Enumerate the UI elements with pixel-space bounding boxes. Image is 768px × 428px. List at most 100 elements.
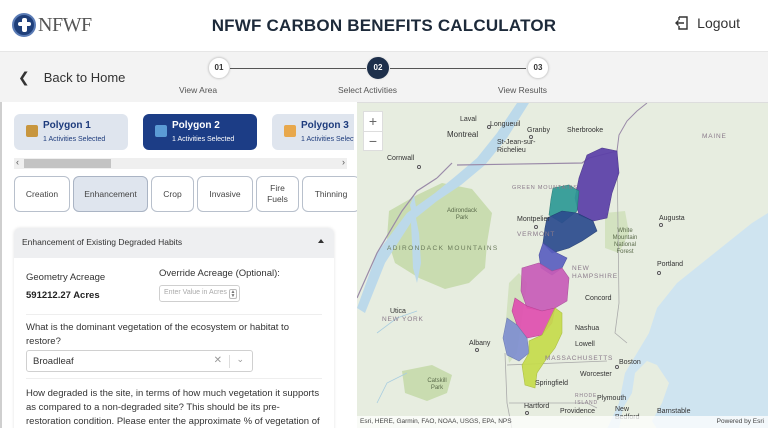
accordion-title: Enhancement of Existing Degraded Habits (22, 237, 183, 247)
back-label: Back to Home (43, 70, 126, 85)
step-connector (230, 68, 366, 69)
accordion-header[interactable]: Enhancement of Existing Degraded Habits (14, 228, 334, 258)
polygon-subtitle: 1 Activities Selected (43, 136, 106, 143)
map-label: ADIRONDACK MOUNTAINS (387, 245, 499, 252)
polygon-subtitle: 1 Activities Selected (301, 136, 354, 143)
map-label: Longueuil (490, 121, 521, 128)
map-label: Albany (469, 340, 491, 347)
caret-up-icon (318, 239, 324, 243)
chevron-down-icon[interactable]: ⌄ (236, 354, 244, 364)
map-label: Barnstable (657, 408, 691, 415)
map-label: Boston (619, 359, 641, 366)
polygon-color-swatch (26, 125, 38, 137)
map-label: Concord (585, 295, 612, 302)
vegetation-select[interactable]: Broadleaf ✕ ⌄ (26, 350, 253, 372)
select-separator (229, 355, 230, 368)
activity-tabs: Creation Enhancement Crop Invasive Fire … (14, 176, 357, 212)
polygon-card-2[interactable]: Polygon 2 1 Activities Selected (143, 114, 257, 150)
map-label: VERMONT (517, 231, 556, 238)
map-label: White Mountain National Forest (612, 228, 638, 255)
override-acreage-placeholder: Enter Value in Acres (164, 289, 227, 296)
geometry-acreage-value: 591212.27 Acres (26, 290, 100, 301)
map-label: Providence (560, 408, 596, 415)
map-label: Nashua (575, 325, 600, 332)
enhancement-accordion: Enhancement of Existing Degraded Habits … (14, 228, 334, 428)
nfwf-emblem-icon (12, 13, 36, 37)
divider (26, 378, 322, 379)
tab-crop[interactable]: Crop (151, 176, 194, 212)
map-label: GREEN MOUNTAINS (512, 185, 578, 191)
override-acreage-label: Override Acreage (Optional): (159, 268, 280, 279)
city-marker-icon (525, 411, 529, 415)
polygon-name: Polygon 3 (301, 120, 349, 131)
number-spinner-icon[interactable]: ▲ ▼ (229, 289, 237, 299)
map-label: NEW HAMPSHIRE (572, 265, 618, 280)
basemap (357, 103, 768, 428)
map-label: Portland (657, 261, 684, 268)
polygon-name: Polygon 1 (43, 120, 91, 131)
degradation-question: How degraded is the site, in terms of ho… (26, 388, 320, 427)
polygon-color-swatch (155, 125, 167, 137)
polygon-list: Polygon 1 1 Activities Selected Polygon … (14, 114, 354, 150)
map-label: Catskill Park (427, 378, 447, 391)
city-marker-icon (659, 223, 663, 227)
polygon-name: Polygon 2 (172, 120, 220, 131)
tab-thinning[interactable]: Thinning (302, 176, 357, 212)
logout-icon (675, 16, 688, 30)
nfwf-logo[interactable]: NFWF (12, 13, 92, 37)
step-label: Select Activities (338, 85, 398, 95)
attribution-text: Esri, HERE, Garmin, FAO, NOAA, USGS, EPA… (360, 418, 512, 425)
polygon-card-3[interactable]: Polygon 3 1 Activities Selected (272, 114, 354, 150)
map-label: Hartford (524, 403, 550, 410)
city-marker-icon (487, 125, 491, 129)
scrollbar-thumb[interactable] (24, 159, 111, 168)
tab-fire-fuels[interactable]: Fire Fuels (256, 176, 299, 212)
zoom-out-button[interactable]: − (368, 133, 378, 149)
logout-label: Logout (697, 15, 740, 31)
step-view-area[interactable]: 01 View Area (179, 57, 259, 95)
step-number: 03 (527, 57, 549, 79)
vegetation-selected-value: Broadleaf (33, 356, 74, 367)
map-label: Granby (527, 127, 550, 134)
divider (26, 314, 322, 315)
back-to-home-button[interactable]: ❮ Back to Home (18, 69, 125, 86)
map-label: Utica (390, 308, 406, 315)
step-number: 02 (367, 57, 389, 79)
override-acreage-input[interactable]: Enter Value in Acres ▲ ▼ (159, 285, 240, 302)
polygon-subtitle: 1 Activities Selected (172, 136, 235, 143)
geometry-acreage-label: Geometry Acreage (26, 272, 106, 283)
vegetation-question: What is the dominant vegetation of the e… (26, 322, 289, 347)
polygon-card-1[interactable]: Polygon 1 1 Activities Selected (14, 114, 128, 150)
step-view-results[interactable]: 03 View Results (498, 57, 578, 95)
step-navigation-bar: ❮ Back to Home 01 View Area 02 Select Ac… (0, 52, 768, 102)
map-view[interactable]: + − Laval Longueuil Montreal Granby Sher… (357, 102, 768, 428)
tab-enhancement[interactable]: Enhancement (73, 176, 148, 212)
powered-by-esri-link[interactable]: Powered by Esri (716, 418, 764, 425)
step-connector (390, 68, 526, 69)
step-label: View Results (498, 85, 547, 95)
zoom-in-button[interactable]: + (364, 112, 382, 132)
logout-button[interactable]: Logout (675, 15, 740, 31)
map-label: Lowell (575, 341, 595, 348)
city-marker-icon (417, 165, 421, 169)
chevron-left-icon: ❮ (18, 69, 30, 85)
city-marker-icon (475, 348, 479, 352)
polygon-list-scrollbar[interactable]: ‹ › (14, 157, 347, 169)
map-label: NEW YORK (382, 316, 424, 323)
clear-icon[interactable]: ✕ (213, 355, 222, 366)
scroll-left-icon[interactable]: ‹ (16, 157, 19, 167)
tab-creation[interactable]: Creation (14, 176, 70, 212)
map-label: Cornwall (387, 155, 415, 162)
map-label: Sherbrooke (567, 127, 604, 134)
map-label: Springfield (535, 380, 569, 387)
map-label: Augusta (659, 215, 685, 222)
step-select-activities[interactable]: 02 Select Activities (338, 57, 418, 95)
tab-invasive[interactable]: Invasive (197, 176, 253, 212)
activities-panel: Polygon 1 1 Activities Selected Polygon … (0, 102, 357, 428)
scroll-right-icon[interactable]: › (342, 157, 345, 167)
map-label: St-Jean-sur-Richelieu (497, 139, 536, 154)
map-label: Laval (460, 116, 477, 123)
app-header: NFWF NFWF CARBON BENEFITS CALCULATOR Log… (0, 0, 768, 52)
map-label: MASSACHUSETTS (545, 355, 614, 362)
step-number: 01 (208, 57, 230, 79)
